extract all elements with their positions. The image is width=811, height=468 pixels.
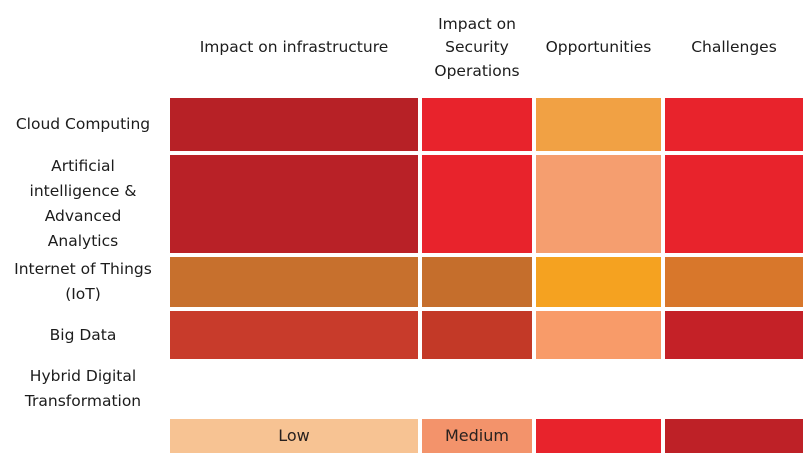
heatmap-cell [665, 311, 803, 359]
heatmap-cell [665, 155, 803, 253]
heatmap-cell [170, 98, 418, 151]
legend-spacer [0, 419, 166, 453]
heatmap-cell-empty [536, 363, 661, 415]
heatmap-cell-empty [422, 363, 532, 415]
legend-item [665, 419, 803, 453]
row-label: Big Data [49, 325, 117, 344]
heatmap-cell [536, 311, 661, 359]
heatmap-cell [536, 257, 661, 307]
heatmap-cell [536, 155, 661, 253]
heatmap-cell [170, 311, 418, 359]
heatmap-cell [665, 98, 803, 151]
legend-item: Medium [422, 419, 532, 453]
row-label: Hybrid Digital Transformation [24, 367, 142, 410]
legend-item [536, 419, 661, 453]
row-label: Internet of Things (IoT) [14, 260, 152, 303]
heatmap-cell [665, 257, 803, 307]
row-label: Cloud Computing [15, 115, 151, 134]
corner-spacer [0, 2, 166, 94]
heatmap-cell [422, 155, 532, 253]
column-header: Impact on infrastructure [199, 38, 389, 57]
heatmap-cell-empty [665, 363, 803, 415]
column-header: Impact on Security Operations [434, 15, 520, 80]
heatmap-grid: Impact on infrastructure Impact on Securi… [0, 2, 803, 453]
row-label: Artificial intelligence & Advanced Analy… [29, 157, 137, 250]
heatmap-cell [422, 257, 532, 307]
column-header: Challenges [691, 38, 777, 57]
column-header: Opportunities [545, 38, 652, 57]
heatmap-cell [170, 155, 418, 253]
heatmap-cell [536, 98, 661, 151]
heatmap-cell [170, 257, 418, 307]
heatmap-cell [422, 311, 532, 359]
heatmap-cell [422, 98, 532, 151]
heatmap-cell-empty [170, 363, 418, 415]
legend-item: Low [170, 419, 418, 453]
